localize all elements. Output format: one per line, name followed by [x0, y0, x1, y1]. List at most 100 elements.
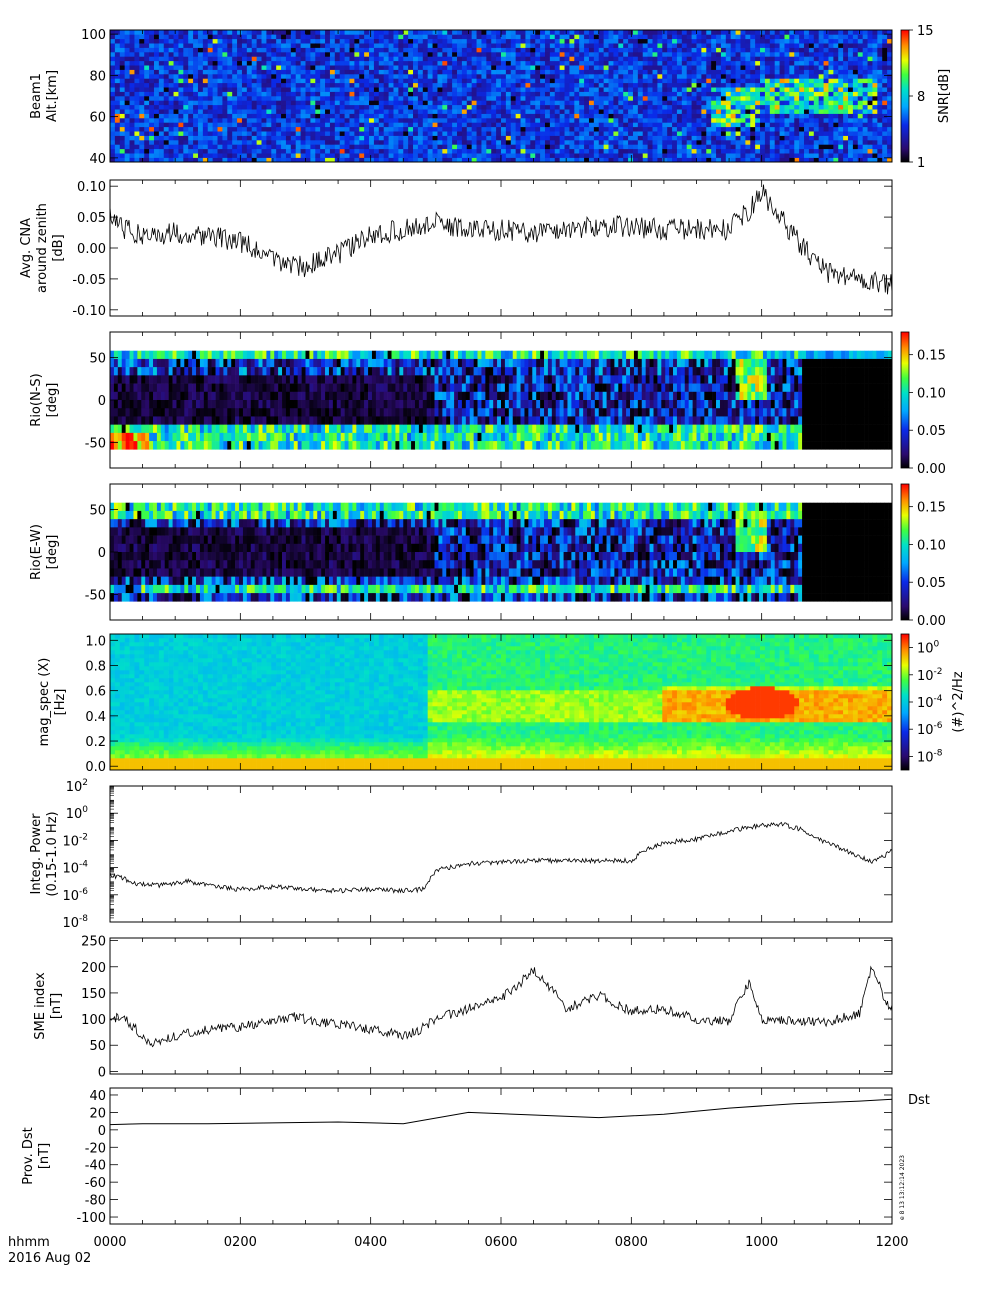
- beam1-cell: [667, 100, 673, 106]
- beam1-cell: [207, 74, 213, 79]
- beam1-cell: [642, 52, 648, 57]
- beam1-cell: [784, 131, 790, 136]
- beam1-cell: [364, 78, 370, 84]
- beam1-cell: [476, 34, 482, 40]
- beam1-cell: [129, 118, 135, 123]
- beam1-cell: [354, 109, 360, 114]
- beam1-cell: [486, 56, 492, 62]
- beam1-cell: [716, 140, 722, 145]
- beam1-cell: [119, 30, 125, 35]
- beam1-cell: [295, 87, 301, 92]
- beam1-cell: [774, 30, 780, 35]
- beam1-cell: [833, 74, 839, 79]
- beam1-cell: [520, 131, 526, 136]
- beam1-cell: [642, 47, 648, 53]
- beam1-cell: [481, 100, 487, 106]
- beam1-cell: [452, 43, 458, 48]
- beam1-cell: [706, 109, 712, 114]
- beam1-cell: [828, 96, 834, 101]
- beam1-cell: [779, 100, 785, 106]
- beam1-cell: [535, 34, 541, 40]
- beam1-cell: [808, 87, 815, 92]
- beam1-cell: [266, 38, 272, 44]
- beam1-cell: [764, 56, 771, 62]
- beam1-cell: [813, 122, 819, 128]
- beam1-cell: [510, 47, 516, 53]
- beam1-cell: [637, 148, 644, 154]
- beam1-cell: [481, 47, 487, 53]
- beam1-cell: [481, 122, 487, 128]
- beam1-cell: [711, 30, 717, 35]
- beam1-cell: [794, 153, 800, 158]
- beam1-cell: [501, 109, 507, 114]
- beam1-cell: [540, 118, 546, 123]
- beam1-cell: [686, 43, 692, 48]
- beam1-cell: [246, 118, 253, 123]
- beam1-cell: [745, 148, 751, 154]
- beam1-cell: [124, 56, 130, 62]
- beam1-cell: [466, 65, 472, 70]
- beam1-cell: [828, 104, 834, 110]
- beam1-cell: [471, 87, 477, 92]
- beam1-cell: [149, 30, 155, 35]
- beam1-cell: [681, 43, 688, 48]
- beam1-cell: [686, 131, 692, 136]
- beam1-cell: [447, 56, 453, 62]
- beam1-cell: [755, 52, 761, 57]
- beam1-cell: [686, 109, 692, 114]
- beam1-cell: [554, 118, 560, 123]
- beam1-cell: [774, 122, 780, 128]
- beam1-cell: [325, 122, 331, 128]
- beam1-cell: [217, 52, 223, 57]
- beam1-cell: [344, 104, 350, 110]
- beam1-cell: [349, 104, 355, 110]
- beam1-cell: [481, 43, 487, 48]
- beam1-cell: [276, 113, 282, 119]
- beam1-cell: [735, 144, 741, 150]
- beam1-cell: [813, 69, 819, 75]
- beam1-cell: [417, 157, 424, 163]
- beam1-cell: [452, 100, 458, 106]
- beam1-cell: [217, 96, 223, 101]
- beam1-cell: [804, 153, 810, 158]
- beam1-cell: [672, 96, 678, 101]
- beam1-cell: [217, 65, 223, 70]
- beam1-cell: [848, 113, 854, 119]
- beam1-cell: [569, 30, 575, 35]
- beam1-cell: [515, 126, 521, 132]
- beam1-cell: [437, 122, 443, 128]
- beam1-cell: [569, 47, 575, 53]
- beam1-cell: [320, 34, 326, 40]
- rio-cell: [113, 432, 119, 442]
- beam1-cell: [716, 109, 722, 114]
- beam1-cell: [300, 91, 306, 97]
- beam1-cell: [764, 96, 771, 101]
- beam1-cell: [183, 140, 189, 145]
- beam1-cell: [237, 135, 243, 141]
- beam1-cell: [808, 47, 815, 53]
- beam1-cell: [246, 60, 253, 66]
- beam1-cell: [139, 118, 145, 123]
- beam1-cell: [838, 126, 844, 132]
- beam1-cell: [281, 38, 287, 44]
- beam1-cell: [632, 60, 639, 66]
- beam1-cell: [530, 74, 536, 79]
- beam1-cell: [212, 91, 218, 97]
- beam1-cell: [432, 109, 438, 114]
- beam1-cell: [139, 43, 145, 48]
- beam1-cell: [510, 91, 516, 97]
- beam1-cell: [549, 118, 556, 123]
- beam1-cell: [818, 65, 824, 70]
- beam1-cell: [153, 30, 160, 35]
- beam1-cell: [843, 78, 849, 84]
- beam1-cell: [197, 78, 204, 84]
- beam1-cell: [359, 131, 365, 136]
- beam1-cell: [173, 43, 179, 48]
- beam1-cell: [310, 60, 316, 66]
- beam1-cell: [774, 104, 780, 110]
- beam1-cell: [760, 153, 766, 158]
- beam1-cell: [564, 148, 570, 154]
- beam1-cell: [701, 82, 707, 88]
- beam1-cell: [877, 65, 883, 70]
- beam1-cell: [344, 65, 350, 70]
